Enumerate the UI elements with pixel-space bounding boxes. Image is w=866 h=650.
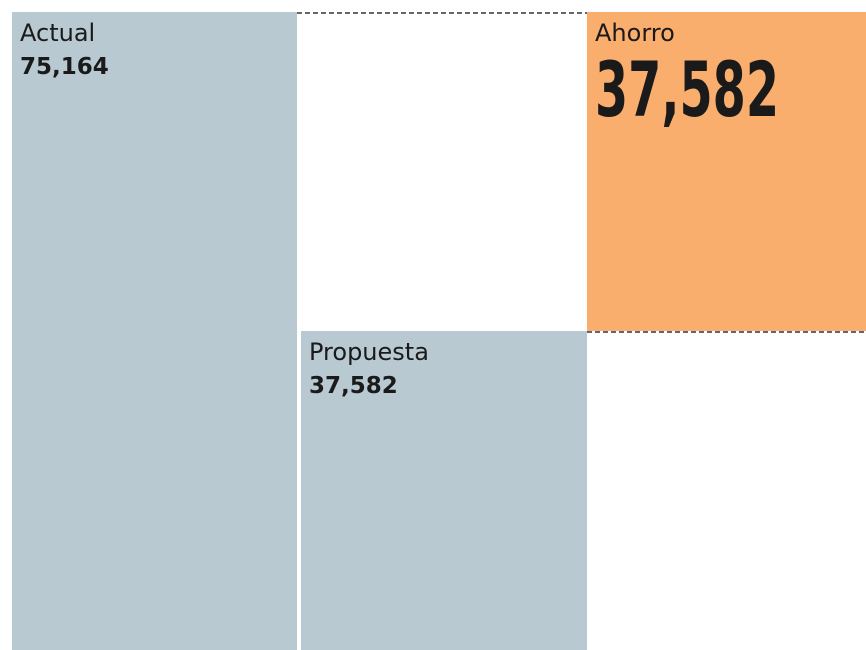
category-label: Ahorro xyxy=(595,19,675,47)
value-label: 75,164 xyxy=(20,54,109,80)
bar xyxy=(301,331,587,650)
bar xyxy=(587,12,866,331)
category-label: Actual xyxy=(20,19,95,47)
bar xyxy=(12,12,297,650)
value-label: 37,582 xyxy=(595,45,779,134)
value-label: 37,582 xyxy=(309,373,398,399)
category-label: Propuesta xyxy=(309,338,429,366)
